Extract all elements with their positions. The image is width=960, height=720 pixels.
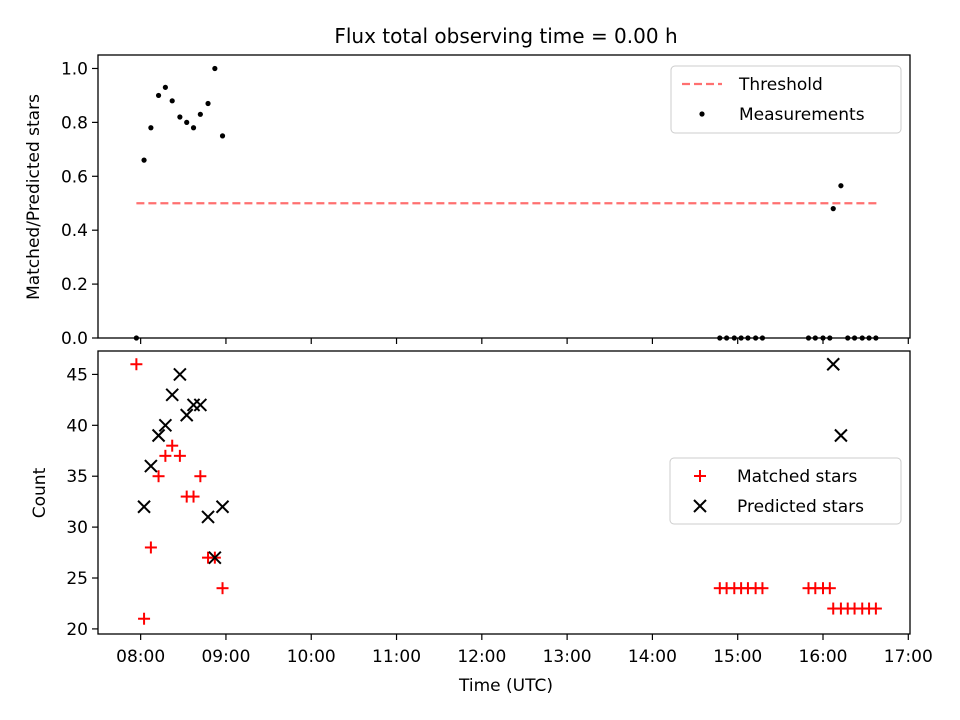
measurement-point [169,98,175,104]
predicted-star-point [144,459,158,473]
matched-star-point [216,582,229,595]
measurement-point [141,157,147,163]
predicted-star-point [158,418,173,433]
x-tick-label: 14:00 [628,647,677,667]
legend-matched-label: Matched stars [737,467,857,487]
matched-star-point [173,449,186,462]
bottom-y-tick-label: 35 [66,467,88,487]
chart-title: Flux total observing time = 0.00 h [334,24,677,48]
measurement-point [177,114,183,120]
bottom-panel: 20 25 30 35 40 45 08:00 09:00 10:00 11:00 12:00 13… [30,350,933,696]
x-tick-label: 08:00 [116,647,165,667]
top-y-axis-label: Matched/Predicted stars [24,94,44,300]
top-x-ticks [140,338,909,344]
predicted-star-point [179,408,194,422]
legend-measurements-label: Measurements [739,105,865,125]
measurement-point [162,84,168,90]
x-tick-label: 11:00 [372,647,421,667]
legend-measurements-marker [699,111,705,117]
matched-star-point [187,490,200,503]
measurement-point [197,111,203,117]
top-panel: 0.0 0.2 0.4 0.6 0.8 1.0 Matched/Predicted sta… [24,54,911,349]
predicted-star-point [173,367,187,382]
matched-star-point [152,470,165,483]
top-y-tick-label: 0.2 [61,275,88,295]
bottom-legend-box [669,457,902,525]
measurement-point [830,206,836,212]
predicted-star-point [165,388,179,402]
measurement-point [190,125,197,131]
bottom-axes-frame [97,350,911,635]
predicted-star-point [208,550,222,565]
x-tick-label: 13:00 [543,647,592,667]
matched-star-point [869,602,882,615]
bottom-y-ticks: 20 25 30 35 40 45 [66,365,98,640]
matched-star-point [144,541,157,554]
x-tick-label: 12:00 [457,647,506,667]
top-y-tick-label: 0.6 [61,167,88,187]
top-y-tick-label: 1.0 [61,59,88,79]
x-tick-label: 15:00 [713,647,762,667]
measurement-point [155,92,162,99]
top-y-tick-label: 0.0 [61,329,88,349]
x-tick-label: 17:00 [884,647,933,667]
x-tick-label: 10:00 [287,647,336,667]
legend-predicted-label: Predicted stars [737,497,864,517]
bottom-data-layer [130,357,882,625]
x-tick-label: 16:00 [799,647,848,667]
predicted-star-point [193,398,208,412]
predicted-star-point [826,357,840,371]
measurement-point [205,100,211,107]
top-y-ticks: 0.0 0.2 0.4 0.6 0.8 1.0 [61,59,98,349]
top-axes-frame [97,54,911,339]
bottom-x-ticks: 08:00 09:00 10:00 11:00 12:00 13:00 14:00 15:00… [116,634,933,667]
bottom-legend: Matched stars Predicted stars [669,457,902,525]
predicted-star-point [215,500,230,514]
top-y-tick-label: 0.4 [61,221,88,241]
x-tick-label: 09:00 [201,647,250,667]
predicted-star-point [137,500,151,514]
predicted-star-point [201,510,215,524]
top-legend: Threshold Measurements [670,65,902,134]
measurement-point [184,119,190,125]
x-axis-label: Time (UTC) [458,676,553,696]
bottom-y-tick-label: 30 [66,518,88,538]
bottom-y-tick-label: 20 [66,620,88,640]
bottom-y-tick-label: 40 [66,416,88,436]
measurement-point [838,183,844,189]
matched-star-point [138,612,151,625]
matched-star-point [159,449,172,462]
bottom-y-axis-label: Count [30,467,50,518]
bottom-y-tick-label: 45 [66,365,88,385]
legend-matched-marker [694,470,706,482]
matched-star-point [194,470,207,483]
matched-star-point [166,439,179,452]
matched-star-point [756,582,769,595]
matched-star-point [823,582,836,595]
legend-threshold-label: Threshold [738,75,823,95]
matched-star-point [130,358,143,371]
measurement-point [212,65,218,72]
legend-predicted-marker [693,499,707,513]
top-y-tick-label: 0.8 [61,113,88,133]
measurement-point [148,125,154,131]
predicted-star-point [834,428,848,443]
bottom-y-tick-label: 25 [66,569,88,589]
measurement-point [219,133,226,139]
predicted-star-point [151,428,166,443]
top-legend-box [670,65,902,134]
